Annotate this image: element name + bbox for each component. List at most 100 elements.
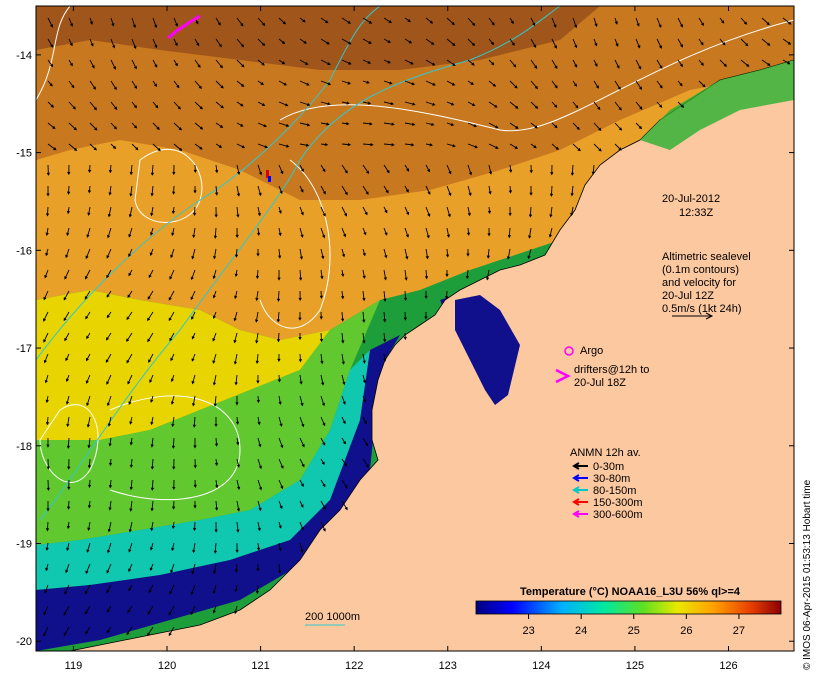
velocity-arrow-icon bbox=[215, 164, 219, 174]
velocity-arrow-icon bbox=[383, 269, 387, 281]
velocity-arrow-icon bbox=[404, 80, 415, 86]
velocity-arrow-icon bbox=[424, 290, 428, 299]
velocity-arrow-icon bbox=[341, 206, 348, 217]
velocity-arrow-icon bbox=[170, 374, 175, 383]
velocity-arrow-icon bbox=[341, 80, 351, 85]
velocity-arrow-icon bbox=[299, 143, 310, 147]
velocity-arrow-icon bbox=[212, 605, 217, 614]
velocity-arrow-icon bbox=[128, 206, 133, 218]
velocity-arrow-icon bbox=[65, 353, 70, 362]
velocity-arrow-icon bbox=[277, 269, 281, 281]
velocity-arrow-icon bbox=[256, 563, 260, 572]
velocity-arrow-icon bbox=[149, 248, 154, 256]
velocity-arrow-icon bbox=[404, 143, 415, 147]
velocity-arrow-icon bbox=[320, 458, 325, 466]
velocity-arrow-icon bbox=[341, 479, 348, 489]
velocity-arrow-icon bbox=[236, 17, 244, 27]
velocity-arrow-icon bbox=[212, 311, 217, 320]
argo-icon bbox=[564, 346, 574, 356]
velocity-arrow-icon bbox=[192, 395, 196, 407]
velocity-arrow-icon bbox=[445, 290, 449, 300]
velocity-arrow-icon bbox=[277, 353, 281, 362]
velocity-arrow-icon bbox=[214, 458, 219, 467]
velocity-arrow-icon bbox=[299, 101, 311, 107]
velocity-arrow-icon bbox=[591, 164, 595, 175]
velocity-arrow-icon bbox=[148, 584, 154, 594]
velocity-arrow-icon bbox=[255, 332, 259, 344]
velocity-arrow-icon bbox=[425, 80, 436, 86]
velocity-arrow-icon bbox=[614, 17, 618, 25]
velocity-arrow-icon bbox=[467, 143, 478, 149]
velocity-arrow-icon bbox=[47, 38, 54, 48]
velocity-arrow-icon bbox=[110, 143, 117, 150]
velocity-arrow-icon bbox=[467, 122, 477, 128]
velocity-arrow-icon bbox=[278, 416, 283, 427]
velocity-arrow-icon bbox=[89, 59, 95, 69]
velocity-arrow-icon bbox=[43, 311, 49, 322]
velocity-arrow-icon bbox=[68, 122, 77, 131]
velocity-arrow-icon bbox=[68, 17, 74, 27]
velocity-arrow-icon bbox=[635, 101, 643, 110]
velocity-arrow-icon bbox=[63, 290, 70, 301]
velocity-arrow-icon bbox=[445, 269, 449, 278]
velocity-arrow-icon bbox=[257, 101, 266, 106]
velocity-arrow-icon bbox=[215, 17, 221, 26]
velocity-arrow-icon bbox=[383, 206, 388, 214]
anmn-arrow-icon bbox=[572, 498, 588, 506]
velocity-arrow-icon bbox=[487, 206, 492, 215]
velocity-arrow-icon bbox=[255, 584, 260, 595]
colorbar-tick-label: 27 bbox=[733, 625, 745, 637]
mooring-marker bbox=[268, 176, 271, 182]
velocity-arrow-icon bbox=[107, 227, 112, 239]
velocity-arrow-icon bbox=[191, 332, 196, 340]
velocity-arrow-icon bbox=[129, 437, 133, 446]
velocity-arrow-icon bbox=[215, 80, 224, 89]
velocity-arrow-icon bbox=[488, 122, 499, 129]
velocity-arrow-icon bbox=[194, 80, 202, 90]
anmn-title: ANMN 12h av. bbox=[570, 447, 641, 459]
velocity-arrow-icon bbox=[84, 290, 91, 300]
y-tick-label: -16 bbox=[16, 245, 32, 257]
velocity-arrow-icon bbox=[147, 626, 154, 637]
velocity-arrow-icon bbox=[212, 353, 217, 364]
velocity-arrow-icon bbox=[446, 206, 451, 218]
velocity-arrow-icon bbox=[172, 479, 176, 491]
velocity-arrow-icon bbox=[255, 269, 260, 280]
velocity-arrow-icon bbox=[320, 437, 326, 446]
velocity-arrow-icon bbox=[129, 500, 133, 512]
velocity-arrow-icon bbox=[68, 143, 78, 151]
velocity-arrow-icon bbox=[171, 542, 175, 552]
velocity-arrow-icon bbox=[47, 101, 54, 108]
velocity-arrow-icon bbox=[507, 227, 511, 239]
velocity-arrow-icon bbox=[508, 185, 513, 194]
velocity-arrow-icon bbox=[236, 206, 240, 218]
velocity-arrow-icon bbox=[341, 248, 346, 258]
velocity-arrow-icon bbox=[299, 416, 305, 428]
velocity-arrow-icon bbox=[150, 479, 154, 491]
velocity-arrow-icon bbox=[128, 248, 133, 258]
velocity-arrow-icon bbox=[298, 353, 302, 363]
colorbar-tick-label: 25 bbox=[628, 625, 640, 637]
velocity-arrow-icon bbox=[168, 605, 175, 616]
velocity-arrow-icon bbox=[278, 563, 282, 574]
velocity-arrow-icon bbox=[257, 122, 267, 128]
velocity-arrow-icon bbox=[173, 17, 179, 27]
velocity-arrow-icon bbox=[509, 17, 514, 25]
velocity-arrow-icon bbox=[171, 437, 176, 449]
velocity-arrow-icon bbox=[65, 374, 70, 383]
velocity-arrow-icon bbox=[106, 311, 112, 319]
velocity-arrow-icon bbox=[45, 416, 50, 426]
velocity-arrow-icon bbox=[719, 17, 725, 24]
velocity-arrow-icon bbox=[106, 248, 112, 259]
velocity-arrow-icon bbox=[509, 101, 519, 109]
velocity-arrow-icon bbox=[298, 290, 302, 302]
velocity-arrow-icon bbox=[257, 479, 263, 491]
velocity-arrow-icon bbox=[467, 59, 475, 66]
velocity-arrow-icon bbox=[150, 206, 154, 217]
altimetry-line: Altimetric sealevel bbox=[662, 251, 751, 263]
anmn-legend-item: 80-150m bbox=[572, 485, 636, 497]
velocity-arrow-icon bbox=[486, 269, 490, 281]
velocity-arrow-icon bbox=[191, 311, 196, 320]
velocity-arrow-icon bbox=[551, 101, 558, 108]
velocity-arrow-icon bbox=[299, 374, 303, 385]
